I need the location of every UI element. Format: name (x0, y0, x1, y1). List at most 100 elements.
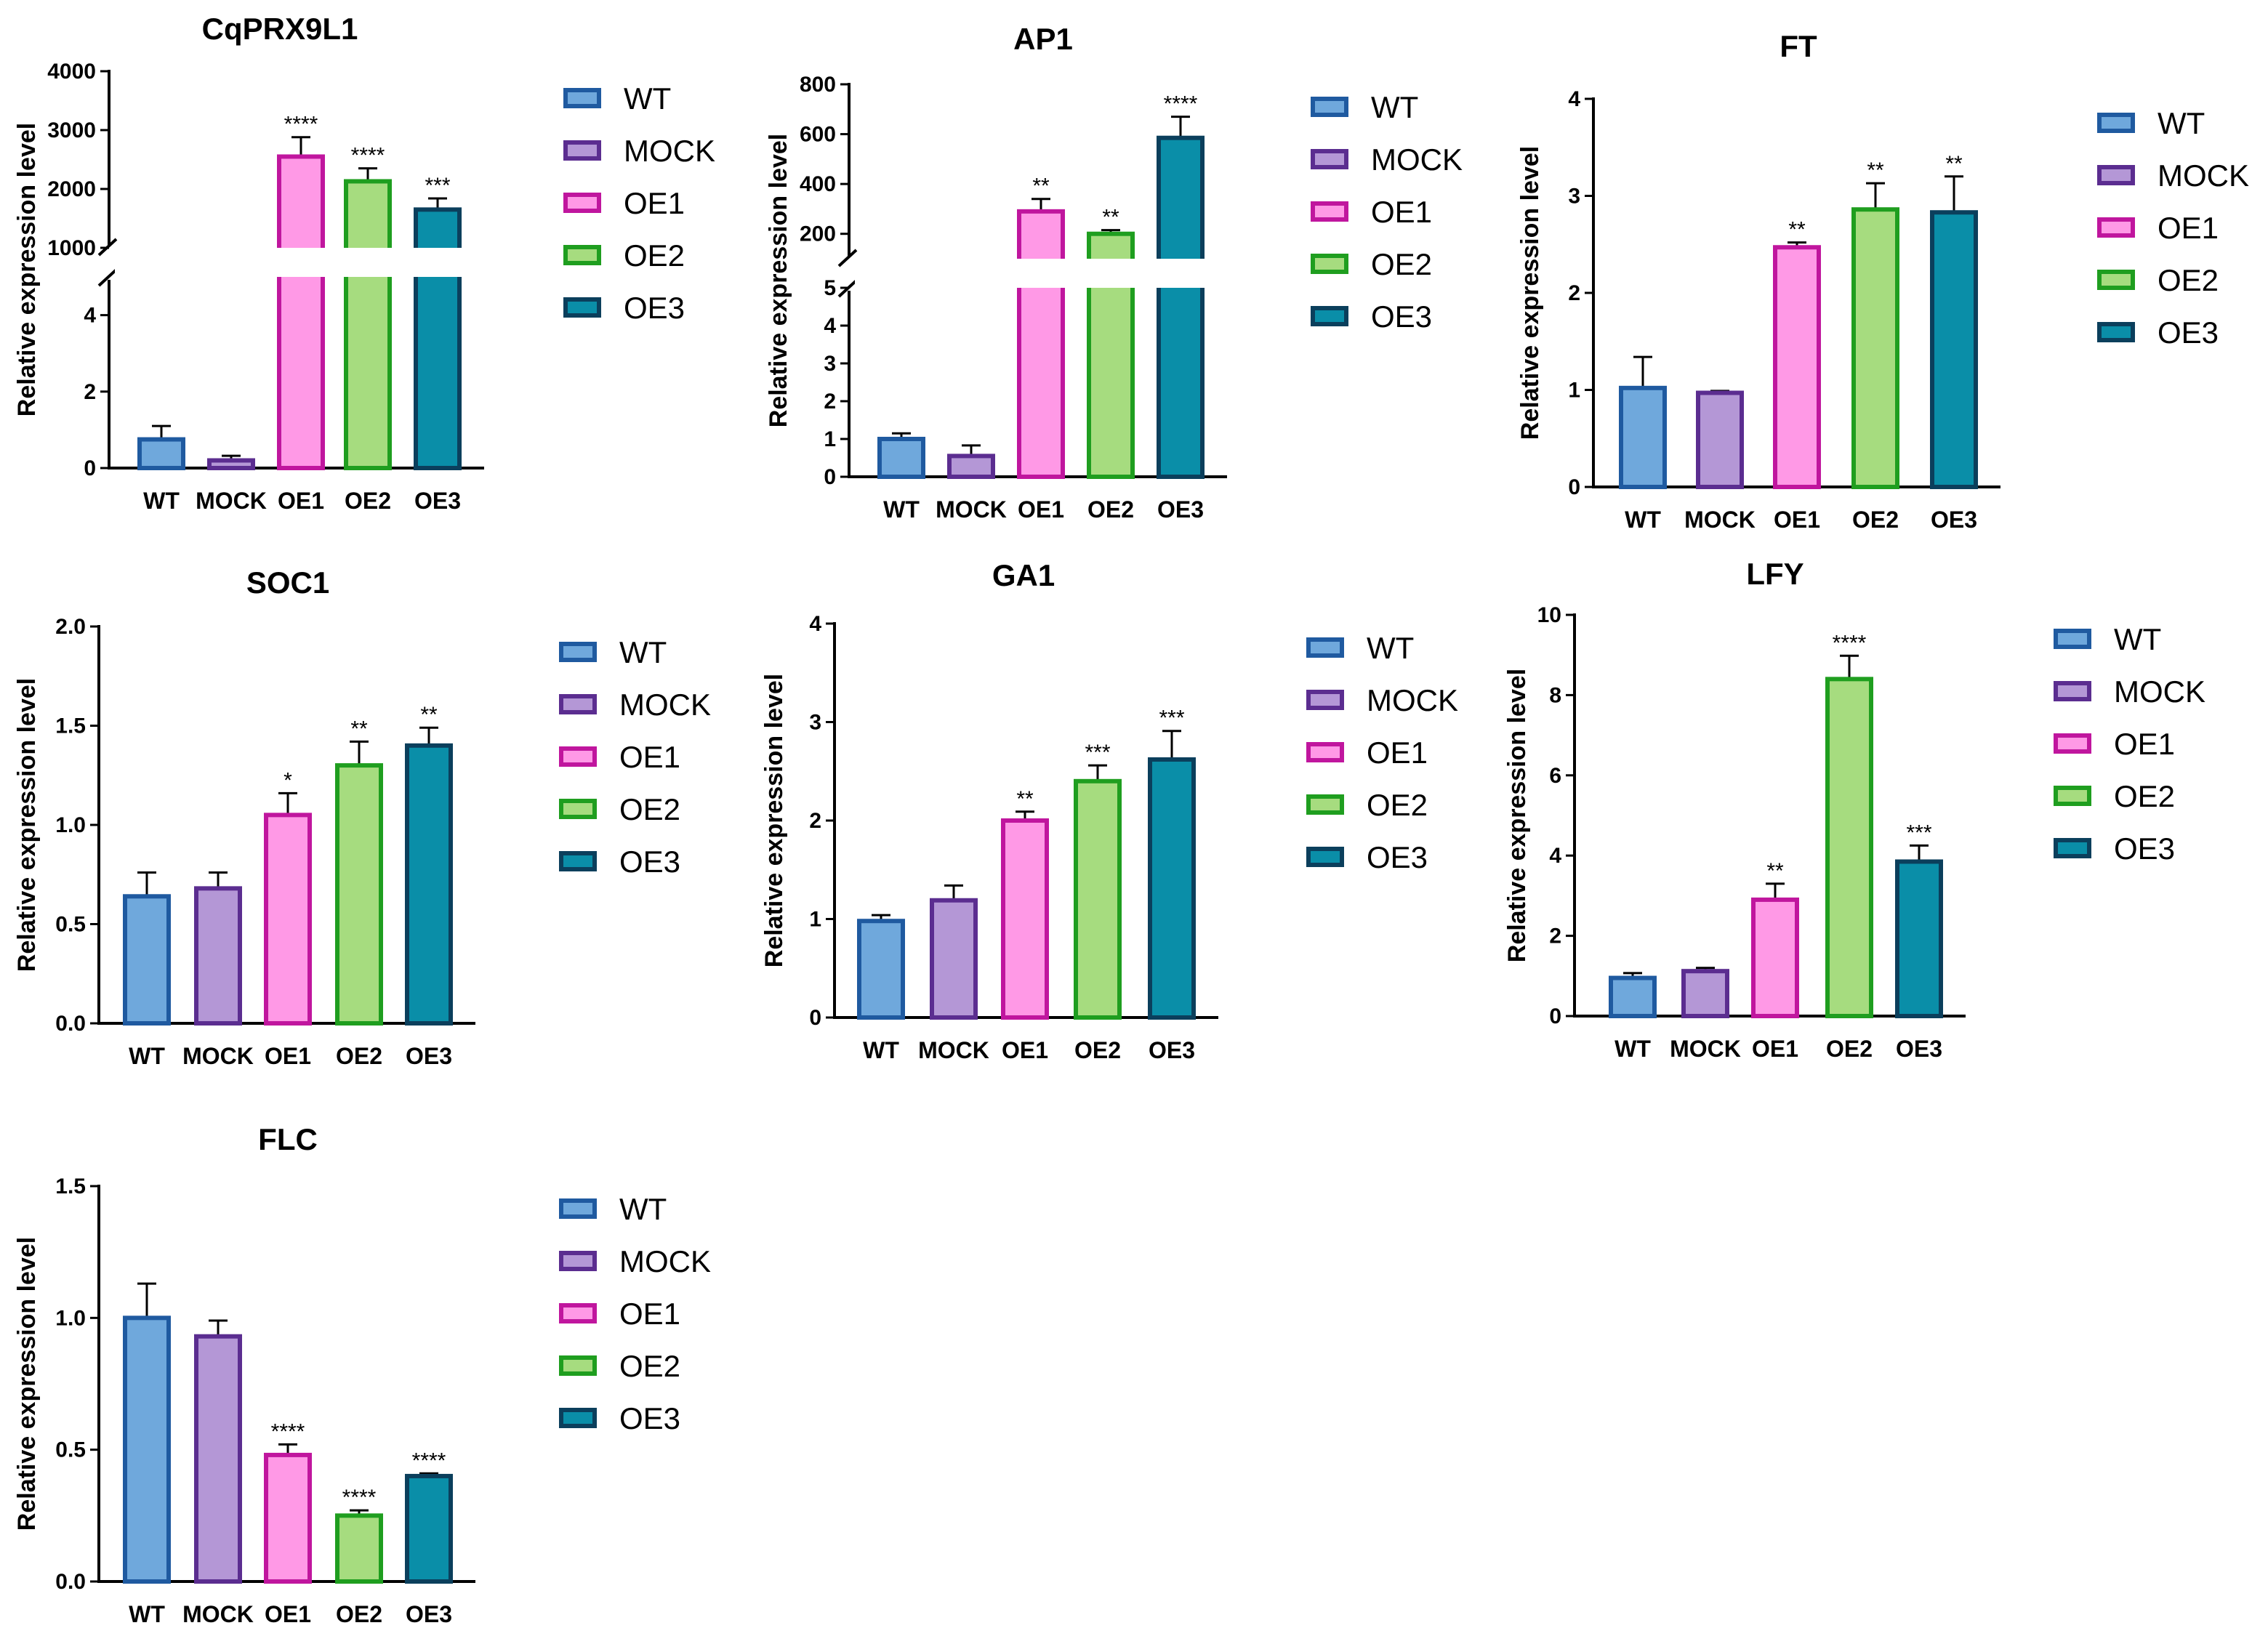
legend-swatch-oe3 (559, 1408, 597, 1428)
y-tick-label: 3 (1568, 185, 1580, 209)
y-tick-label: 0.0 (55, 1012, 86, 1036)
x-tick-label: OE1 (1752, 1036, 1798, 1062)
chart-title: CqPRX9L1 (202, 12, 358, 46)
y-tick-label: 2 (824, 390, 836, 414)
y-tick-label: 4 (84, 304, 96, 328)
y-tick-label: 3 (824, 352, 836, 376)
y-tick-label: 200 (800, 222, 836, 246)
y-tick-label: 2 (1549, 924, 1561, 948)
legend-label: WT (1367, 631, 1414, 665)
significance-label: ** (420, 703, 438, 727)
legend-label: WT (624, 81, 671, 116)
x-tick-label: OE1 (278, 488, 324, 514)
legend-swatch-wt (563, 88, 601, 108)
bar-oe3 (1157, 135, 1205, 479)
legend-swatch-oe2 (1311, 254, 1348, 274)
significance-label: ** (1016, 787, 1034, 811)
y-tick-label: 600 (800, 123, 836, 147)
x-tick-label: OE1 (265, 1043, 311, 1069)
axis-break-band (855, 259, 1233, 288)
legend-swatch-oe3 (2097, 322, 2135, 342)
legend-label: MOCK (624, 134, 715, 168)
axis-break-band (115, 248, 490, 277)
significance-label: ** (350, 717, 368, 741)
y-tick-label: 5 (824, 276, 836, 300)
bar-oe3 (1895, 859, 1943, 1018)
x-tick-label: OE2 (345, 488, 391, 514)
legend-label: MOCK (619, 1244, 711, 1278)
significance-label: **** (284, 113, 318, 137)
y-tick-label: 0.5 (55, 1438, 86, 1462)
y-axis-label: Relative expression level (13, 123, 41, 416)
legend-swatch-oe1 (2054, 733, 2091, 754)
bar-oe1 (1017, 209, 1065, 479)
bar-wt (123, 894, 171, 1026)
legend-swatch-wt (559, 642, 597, 662)
legend-label: WT (2114, 622, 2161, 656)
legend-swatch-oe3 (2054, 838, 2091, 858)
legend-swatch-wt (2097, 113, 2135, 133)
chart-title: FLC (258, 1122, 318, 1156)
y-axis-label: Relative expression level (765, 134, 792, 427)
y-tick-label: 0 (1549, 1004, 1561, 1028)
legend-swatch-oe3 (1311, 306, 1348, 326)
bar-wt (123, 1315, 171, 1584)
legend-swatch-oe2 (559, 1355, 597, 1376)
chart-title: GA1 (992, 558, 1055, 592)
x-tick-label: WT (883, 496, 920, 523)
y-tick-label: 1.5 (55, 714, 86, 738)
legend-swatch-mock (563, 140, 601, 161)
significance-label: **** (1833, 631, 1867, 655)
y-tick-label: 3 (809, 711, 821, 735)
y-axis-label: Relative expression level (760, 674, 788, 967)
significance-label: **** (412, 1448, 446, 1472)
legend-label: WT (1371, 90, 1418, 124)
y-tick-label: 8 (1549, 683, 1561, 707)
chart-title: SOC1 (246, 565, 329, 600)
legend-swatch-oe1 (1306, 742, 1344, 762)
y-tick-label: 3000 (47, 118, 96, 142)
y-tick-label: 10 (1537, 603, 1561, 627)
legend-swatch-oe2 (559, 799, 597, 819)
x-tick-label: MOCK (936, 496, 1007, 523)
bar-oe1 (264, 813, 312, 1026)
y-tick-label: 0.5 (55, 913, 86, 937)
significance-label: **** (342, 1486, 377, 1510)
bar-mock (947, 454, 995, 480)
legend-swatch-wt (1311, 97, 1348, 117)
significance-label: *** (425, 174, 450, 198)
legend-swatch-oe1 (559, 1303, 597, 1323)
x-tick-label: OE2 (336, 1601, 382, 1627)
x-tick-label: OE3 (406, 1601, 452, 1627)
legend-label: OE3 (619, 845, 680, 879)
x-tick-label: WT (143, 488, 180, 514)
bar-oe3 (405, 743, 453, 1026)
significance-label: *** (1085, 741, 1110, 765)
x-tick-label: OE2 (336, 1043, 382, 1069)
bar-wt (1609, 975, 1657, 1019)
legend-label: WT (619, 635, 667, 669)
bar-oe3 (1148, 757, 1196, 1020)
legend-swatch-mock (1306, 690, 1344, 710)
legend-label: WT (619, 1192, 667, 1226)
legend-swatch-oe2 (1306, 794, 1344, 815)
x-tick-label: OE3 (1896, 1036, 1942, 1062)
x-tick-label: OE3 (406, 1043, 452, 1069)
y-axis-label: Relative expression level (13, 678, 41, 972)
x-tick-label: WT (129, 1043, 165, 1069)
legend-swatch-oe1 (559, 746, 597, 767)
y-axis-label: Relative expression level (1503, 669, 1531, 962)
legend: WT MOCK OE1 OE2 OE3 (2097, 106, 2249, 350)
legend-label: OE2 (2114, 779, 2175, 813)
chart-cqprx9l1: CqPRX9L1 Relative expression level 0 2 4 1000… (13, 12, 715, 514)
legend-label: OE2 (619, 1349, 680, 1383)
significance-label: ** (1788, 218, 1806, 242)
significance-label: *** (1159, 706, 1184, 730)
significance-label: **** (271, 1419, 305, 1443)
legend: WT MOCK OE1 OE2 OE3 (563, 81, 715, 325)
y-axis-label: Relative expression level (1516, 146, 1544, 440)
legend-swatch-mock (1311, 149, 1348, 169)
x-tick-label: OE1 (1002, 1037, 1048, 1063)
legend-label: OE1 (1371, 195, 1432, 229)
y-tick-label: 2 (84, 380, 96, 404)
